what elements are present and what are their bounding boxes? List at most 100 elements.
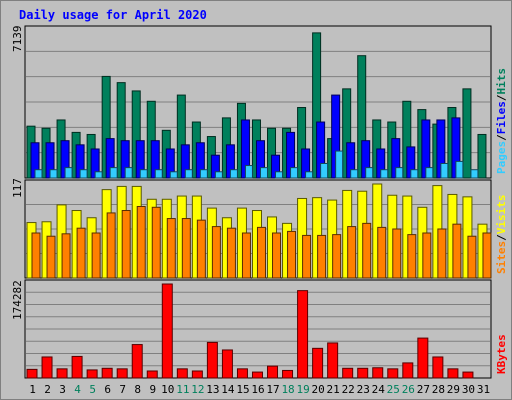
volume-kbytes-bar <box>342 367 354 379</box>
day-label: 16 <box>251 383 264 396</box>
visitors-sites-bar <box>91 232 101 279</box>
day-label: 25 <box>387 383 400 396</box>
traffic-hits-bar <box>462 88 472 179</box>
visitors-sites-bar <box>226 227 236 279</box>
traffic-pages-bar <box>79 169 88 179</box>
visitors-sites-bar <box>272 232 282 279</box>
day-label: 5 <box>89 383 96 396</box>
day-label: 27 <box>417 383 430 396</box>
visitors-sites-bar <box>106 212 116 279</box>
visitors-sites-bar <box>437 228 447 279</box>
visitors-sites-bar <box>317 234 327 279</box>
day-label: 21 <box>327 383 340 396</box>
day-label: 30 <box>462 383 475 396</box>
visitors-sites-bar <box>287 230 297 279</box>
visitors-sites-bar <box>452 223 462 279</box>
volume-kbytes-bar <box>357 367 369 379</box>
volume-legend-kbytes: KBytes <box>495 334 508 374</box>
visitors-legend-separator: / <box>495 234 508 241</box>
day-label: 6 <box>104 383 111 396</box>
volume-kbytes-bar <box>26 368 38 379</box>
day-label: 31 <box>477 383 490 396</box>
traffic-pages-bar <box>380 169 389 179</box>
volume-kbytes-bar <box>387 368 399 379</box>
visitors-sites-bar <box>302 234 312 279</box>
traffic-pages-bar <box>229 169 238 179</box>
traffic-pages-bar <box>214 171 223 179</box>
traffic-pages-bar <box>124 167 133 179</box>
visitors-sites-bar <box>407 234 417 279</box>
volume-kbytes-bar <box>312 347 324 379</box>
visitors-sites-bar <box>46 235 56 279</box>
day-label: 20 <box>312 383 325 396</box>
day-label: 29 <box>447 383 460 396</box>
traffic-pages-bar <box>365 167 374 179</box>
volume-kbytes-bar <box>402 362 414 379</box>
traffic-pages-bar <box>410 169 419 179</box>
visitors-legend-sites: Sites <box>495 241 508 274</box>
visitors-legend-text: Sites/Visits <box>495 195 508 275</box>
traffic-pages-bar <box>395 167 404 179</box>
volume-kbytes-bar <box>161 283 173 379</box>
day-label: 3 <box>59 383 66 396</box>
traffic-legend-files: Files <box>495 101 508 134</box>
traffic-pages-bar <box>350 169 359 179</box>
traffic-pages-bar <box>440 162 449 179</box>
traffic-pages-bar <box>64 167 73 179</box>
traffic-panel <box>24 25 492 179</box>
traffic-legend: Pages/Files/Hits <box>495 68 508 174</box>
day-label: 12 <box>191 383 204 396</box>
visitors-sites-bar <box>31 232 41 279</box>
volume-kbytes-bar <box>447 368 459 379</box>
visitors-sites-bar <box>467 235 477 279</box>
visitors-sites-bar <box>377 226 387 279</box>
volume-legend: KBytes <box>495 334 508 374</box>
volume-kbytes-bar <box>131 344 143 379</box>
volume-kbytes-bar <box>101 367 113 379</box>
traffic-legend-separator: / <box>495 134 508 141</box>
volume-kbytes-bar <box>267 365 279 379</box>
visitors-sites-bar <box>482 232 492 279</box>
visitors-sites-bar <box>61 233 71 279</box>
day-label: 23 <box>357 383 370 396</box>
day-label: 9 <box>149 383 156 396</box>
traffic-pages-bar <box>109 167 118 179</box>
visitors-sites-bar <box>256 226 266 279</box>
day-label: 13 <box>206 383 219 396</box>
volume-max-label: 174282 <box>11 280 24 320</box>
traffic-pages-bar <box>470 169 479 179</box>
chart-title: Daily usage for April 2020 <box>19 8 207 22</box>
volume-kbytes-bar <box>71 355 83 379</box>
visitors-sites-bar <box>151 206 161 279</box>
day-label: 10 <box>161 383 174 396</box>
visitors-sites-bar <box>362 222 372 279</box>
day-label: 19 <box>296 383 309 396</box>
volume-panel <box>24 279 492 379</box>
volume-kbytes-bar <box>282 369 294 379</box>
visitors-sites-bar <box>332 234 342 279</box>
volume-kbytes-bar <box>206 341 218 379</box>
traffic-pages-bar <box>154 169 163 179</box>
day-label: 26 <box>402 383 415 396</box>
day-label: 22 <box>342 383 355 396</box>
day-label: 28 <box>432 383 445 396</box>
traffic-pages-bar <box>305 171 314 179</box>
volume-kbytes-bar <box>41 356 53 379</box>
volume-kbytes-bar <box>327 342 339 379</box>
volume-kbytes-bar <box>236 368 248 379</box>
visitors-sites-bar <box>241 232 251 279</box>
volume-kbytes-bar <box>221 349 233 379</box>
traffic-legend-hits: Hits <box>495 68 508 95</box>
traffic-hits-bar <box>477 133 487 179</box>
day-label: 7 <box>119 383 126 396</box>
volume-kbytes-bar <box>417 337 429 379</box>
traffic-legend-separator: / <box>495 94 508 101</box>
day-label: 8 <box>134 383 141 396</box>
visitors-sites-bar <box>392 228 402 279</box>
visitors-sites-bar <box>181 218 191 279</box>
day-axis: 1 2 3 4 5 6 7 8 9 10 11 12 13 14 15 16 17 18 19 20 21 22 23 24 2… <box>29 383 490 396</box>
traffic-pages-bar <box>455 160 464 179</box>
traffic-pages-bar <box>184 169 193 179</box>
traffic-pages-bar <box>199 169 208 179</box>
traffic-pages-bar <box>259 167 268 179</box>
